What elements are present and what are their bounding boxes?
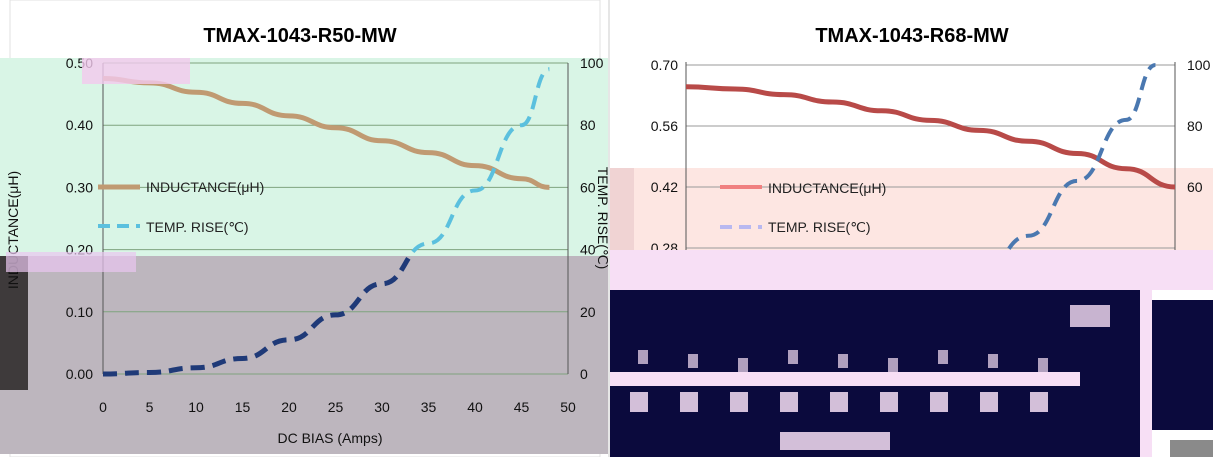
glitch-pixel [688,354,698,368]
series-line-temp-rise [102,256,413,377]
x-tick-label: 35 [421,399,437,415]
glitch-pixel [988,354,998,368]
y-tick-label: 0.70 [651,57,678,73]
y2-tick-label: 100 [1187,57,1211,73]
x-tick-label: 40 [467,399,483,415]
x-tick-label: 10 [188,399,204,415]
glitch-pixel [638,350,648,364]
chart-panel-left: 0.00 0.10 0.20 0.30 0.40 0.50 0 20 40 60 80 100 0 5 10… [0,0,608,457]
glitch-artifact [6,252,136,272]
x-tick-label: 5 [146,399,154,415]
y-tick-label: 0.42 [651,179,678,195]
y2-tick-label: 60 [1187,179,1203,195]
glitch-pixel [680,392,698,412]
glitch-stripe [610,372,1080,386]
y2-tick-label: 0 [580,366,588,382]
glitch-pixel [730,392,748,412]
y-tick-label: 0.00 [66,366,93,382]
y2-tick-label: 80 [580,117,596,133]
x-tick-label: 0 [99,399,107,415]
series-line-temp-rise [407,67,551,256]
x-axis-label: DC BIAS (Amps) [277,430,382,446]
gridlines [685,62,1176,250]
y-tick-label: 0.30 [66,179,93,195]
legend-label-temp: TEMP. RISE(℃) [768,219,871,235]
glitch-pixel [1038,358,1048,372]
glitch-band-pink [610,250,1213,290]
glitch-pixel [788,350,798,364]
glitch-pixel [930,392,948,412]
plot-area-upper [0,58,608,256]
glitch-pixel [938,350,948,364]
glitch-strip [1140,290,1152,457]
legend-label-temp: TEMP. RISE(℃) [146,219,249,235]
plot-area-upper [610,0,1213,168]
series-group [685,63,1176,250]
glitch-pixel [838,354,848,368]
y2-tick-label: 80 [1187,118,1203,134]
y2-tick-label: 20 [580,304,596,320]
glitch-corner [1170,440,1213,457]
glitch-block [610,168,634,250]
panel-divider [608,0,610,457]
x-tick-label: 20 [281,399,297,415]
xaxis-band [0,390,608,454]
plot-area-middle [610,168,1213,250]
glitch-pixel [780,392,798,412]
y2-tick-label: 60 [580,179,596,195]
glitch-pixel [780,432,890,450]
x-tick-label: 25 [328,399,344,415]
y-tick-label: 0.56 [651,118,678,134]
glitch-pixels [630,305,1110,450]
x-tick-label: 30 [374,399,390,415]
glitch-pixel [738,358,748,372]
x-tick-label: 45 [514,399,530,415]
legend-label-inductance: INDUCTANCE(μH) [768,180,886,196]
chart-panel-right: 0.70 0.56 0.42 0.28 100 80 60 TMAX-1043-R68-MW… [610,0,1213,457]
series-line-inductance [102,76,550,190]
glitch-pixel [1070,305,1110,327]
chart-title: TMAX-1043-R68-MW [815,25,1008,47]
y2-tick-label: 40 [580,242,596,258]
glitch-pixel [630,392,648,412]
series-group [102,67,551,377]
glitch-pixel [888,358,898,372]
x-tick-label: 15 [235,399,251,415]
y-tick-label: 0.40 [66,117,93,133]
series-line-temp-rise [1005,63,1157,250]
glitch-pixel [980,392,998,412]
y2-axis-label: TEMP. RISE(℃) [595,167,608,270]
glitch-block-dark-right [1152,300,1213,430]
glitch-pixel [880,392,898,412]
glitch-pixel [1030,392,1048,412]
chart-title: TMAX-1043-R50-MW [203,25,396,47]
legend-label-inductance: INDUCTANCE(μH) [146,179,264,195]
y-tick-label: 0.10 [66,304,93,320]
glitch-artifact [82,58,190,84]
x-tick-label: 50 [560,399,576,415]
y2-tick-label: 100 [580,55,604,71]
glitch-pixel [830,392,848,412]
